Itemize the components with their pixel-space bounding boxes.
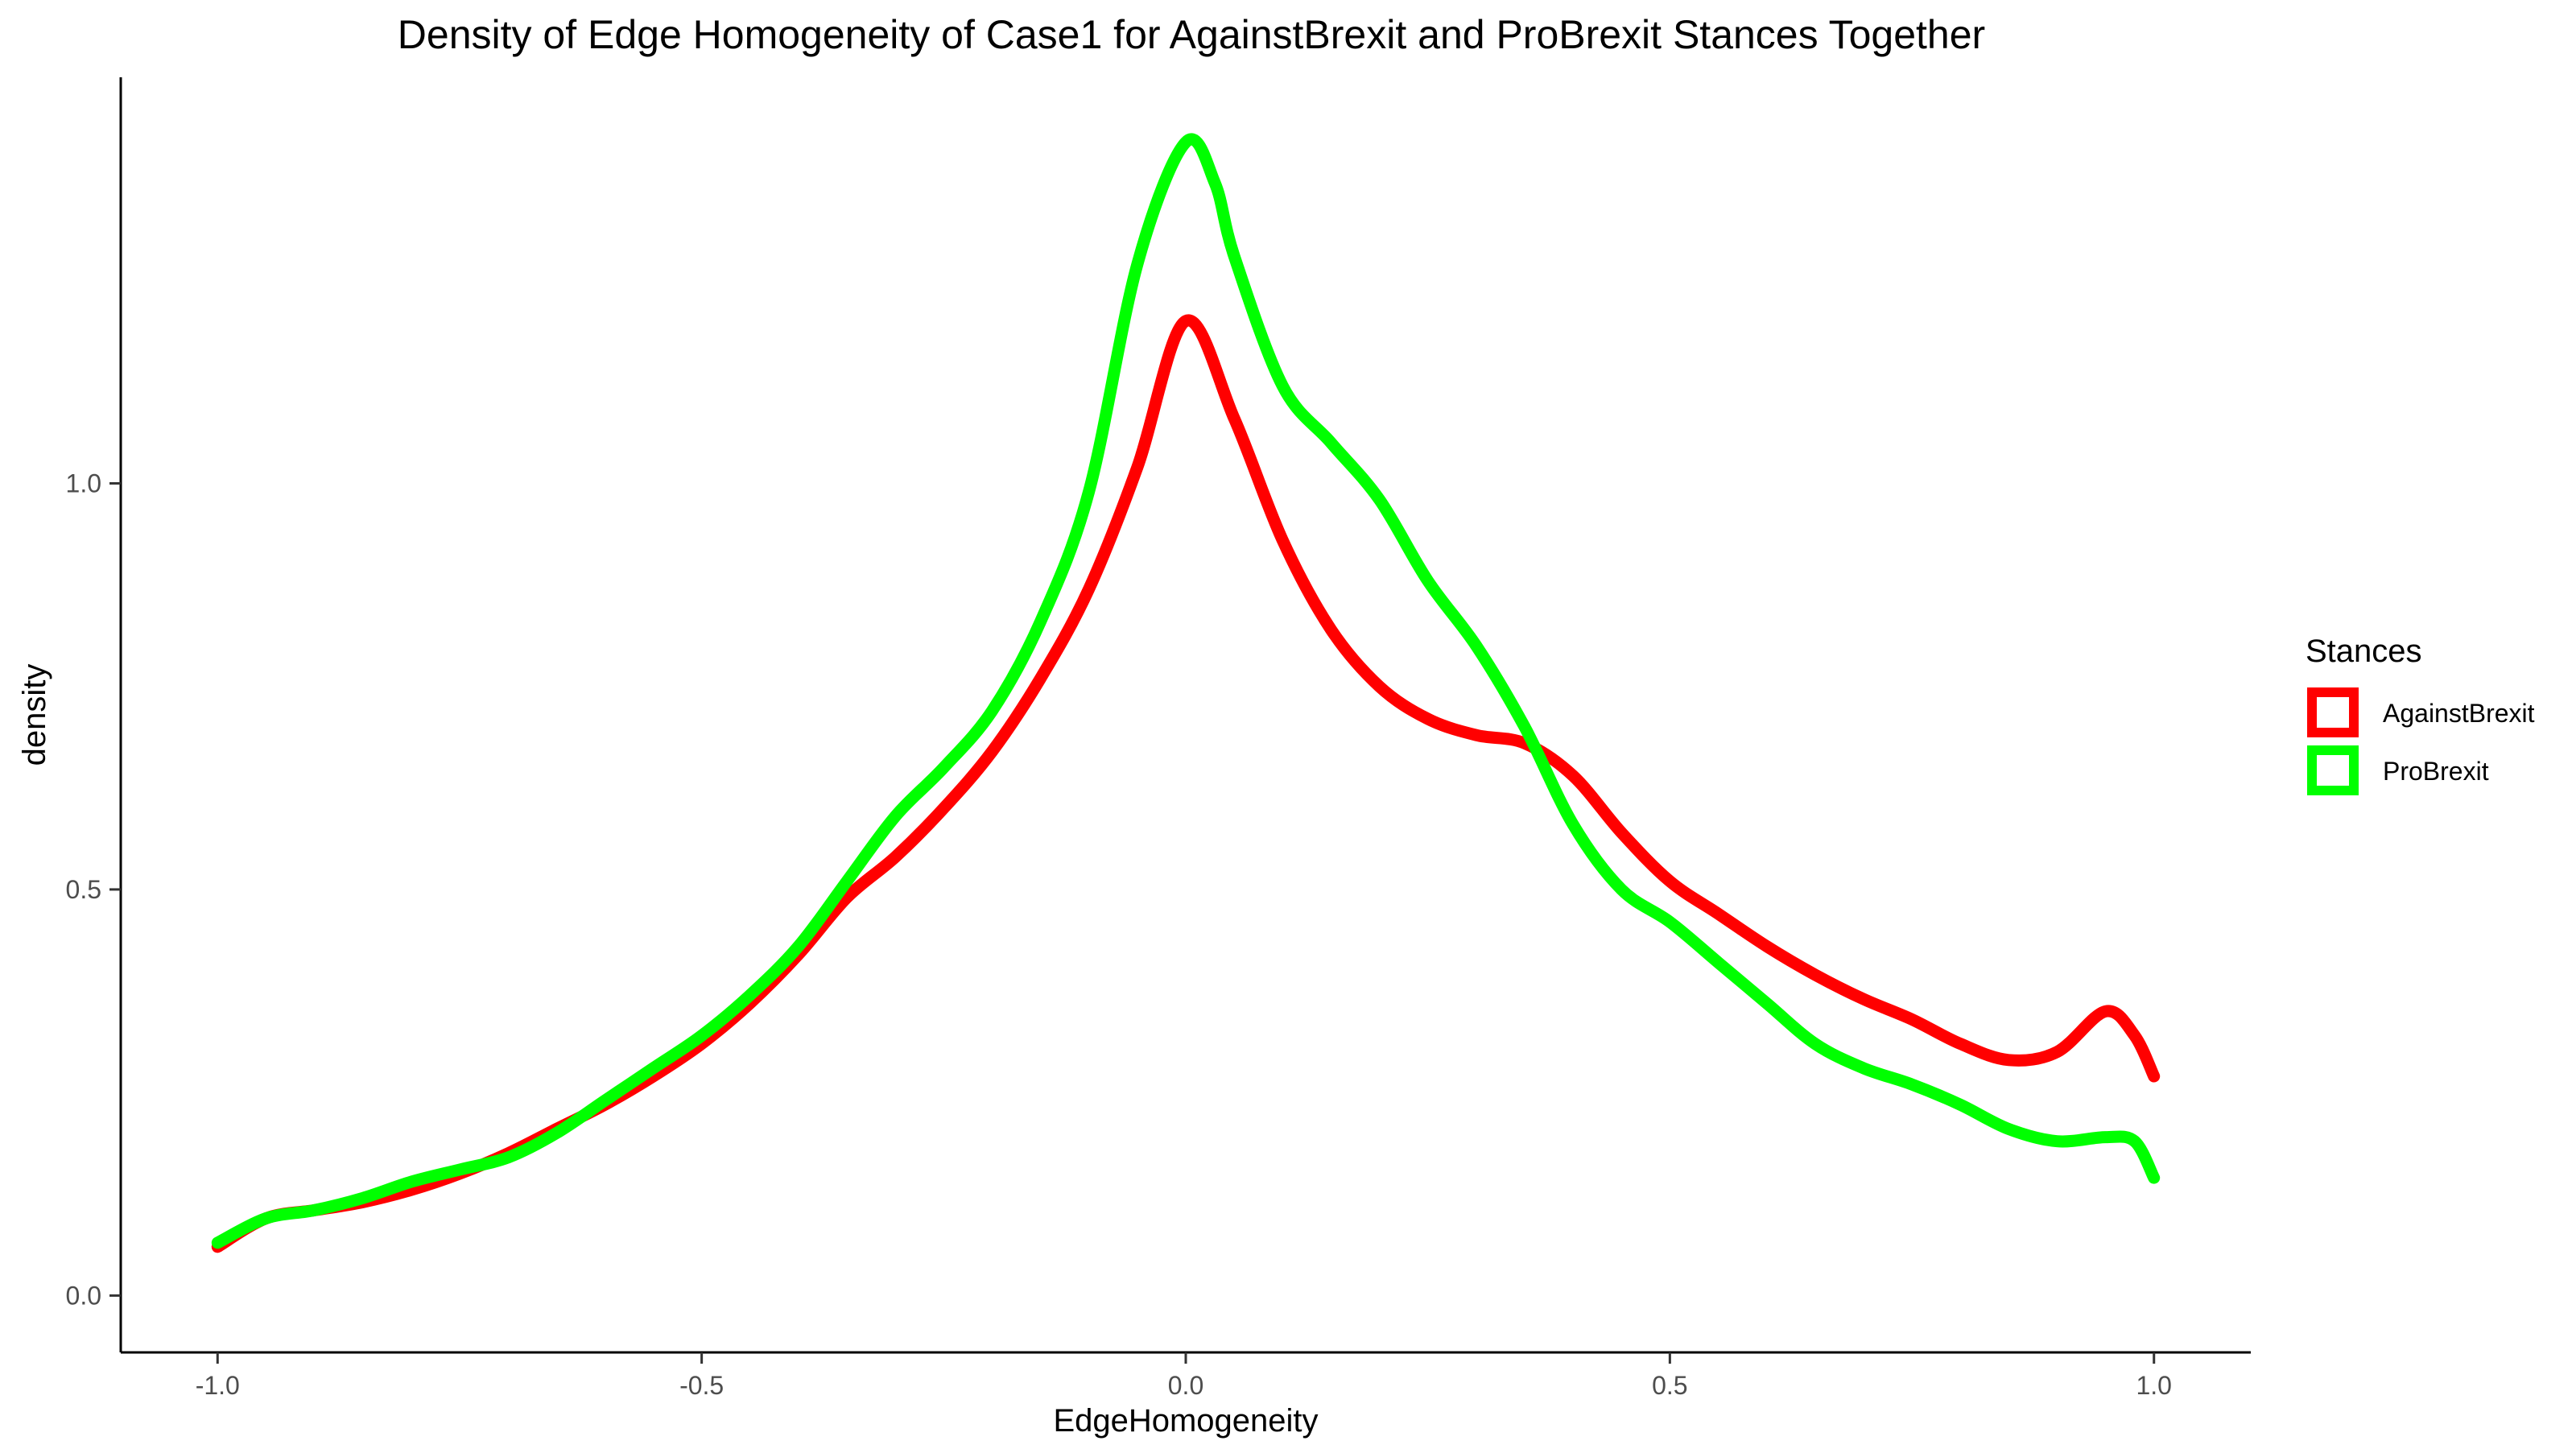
legend-key <box>2307 745 2359 795</box>
series-line-againstbrexit <box>211 314 2161 1253</box>
legend-item-probrexit: ProBrexit <box>2307 745 2489 795</box>
legend-label: ProBrexit <box>2383 757 2489 786</box>
x-axis-title: EdgeHomogeneity <box>1053 1403 1318 1439</box>
legend-item-againstbrexit: AgainstBrexit <box>2307 687 2535 737</box>
ticks-layer: -1.0 -0.5 0.0 0.5 1.0 0.0 0.5 1.0 <box>66 469 2172 1400</box>
chart-title: Density of Edge Homogeneity of Case1 for… <box>398 12 1985 57</box>
legend-key <box>2307 687 2359 737</box>
legend: Stances AgainstBrexit ProBrexit <box>2306 634 2535 795</box>
x-tick-label: 0.0 <box>1168 1371 1203 1400</box>
x-tick-label: -0.5 <box>679 1371 724 1400</box>
x-tick-label: 0.5 <box>1652 1371 1687 1400</box>
legend-items: AgainstBrexit ProBrexit <box>2307 687 2535 795</box>
y-tick-label: 0.0 <box>66 1281 101 1310</box>
y-tick-label: 1.0 <box>66 469 101 497</box>
plot-area: -1.0 -0.5 0.0 0.5 1.0 0.0 0.5 1.0 <box>66 77 2251 1400</box>
series-layer <box>211 133 2161 1253</box>
y-tick-label: 0.5 <box>66 875 101 904</box>
legend-label: AgainstBrexit <box>2383 699 2535 728</box>
y-axis-title: density <box>17 664 52 766</box>
x-tick-label: 1.0 <box>2136 1371 2171 1400</box>
legend-title: Stances <box>2306 634 2422 669</box>
x-tick-label: -1.0 <box>196 1371 240 1400</box>
series-line-probrexit <box>211 133 2161 1249</box>
